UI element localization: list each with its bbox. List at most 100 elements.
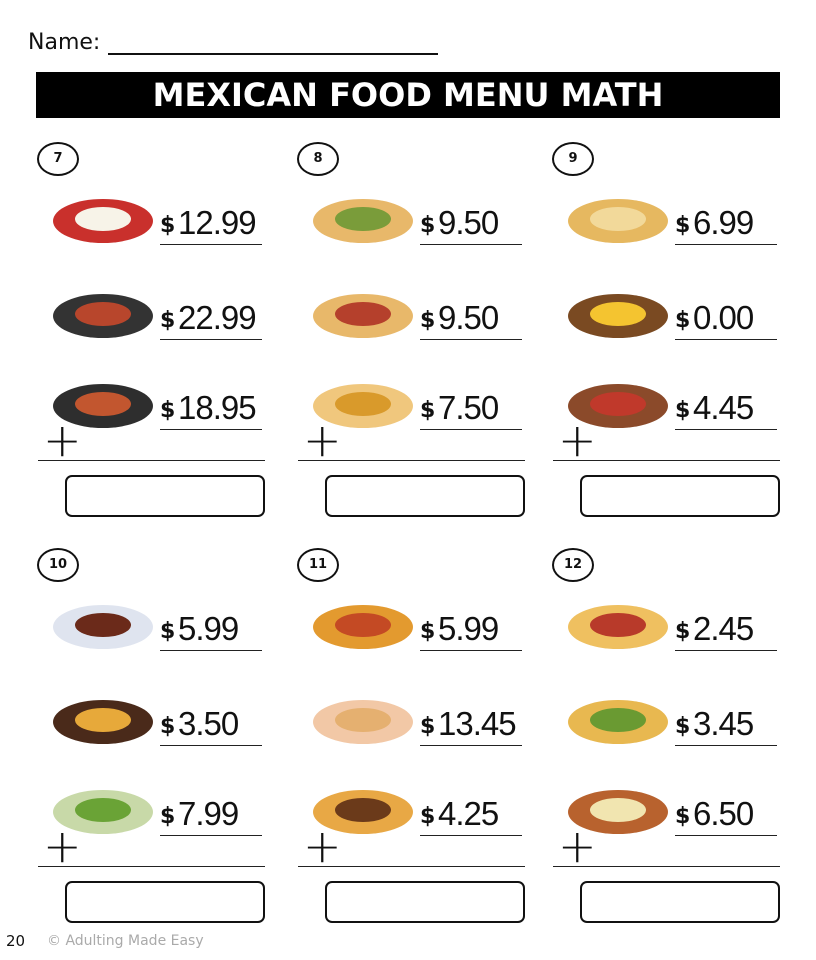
price: $ 13.45 (420, 686, 522, 746)
problem-number: 10 (37, 548, 79, 582)
dollar-sign: $ (675, 213, 691, 238)
huevos-rancheros-icon (53, 199, 153, 243)
dollar-sign: $ (675, 804, 691, 829)
menu-item: $ 5.99 (295, 591, 527, 651)
dollar-sign: $ (160, 804, 176, 829)
menu-item: $ 9.50 (295, 280, 527, 340)
dollar-sign: $ (675, 619, 691, 644)
price: $ 4.25 (420, 776, 522, 836)
menu-item: $ 0.00 (550, 280, 782, 340)
price-value: 3.45 (693, 705, 754, 742)
plus-sign: + (558, 819, 597, 873)
problem-9: 9 $ 6.99 $ 0.00 $ 4.45 + (550, 142, 782, 522)
menu-item: $ 7.50 (295, 370, 527, 430)
flan-icon (53, 700, 153, 744)
price: $ 3.50 (160, 686, 262, 746)
price-value: 13.45 (438, 705, 517, 742)
sum-line (38, 866, 265, 867)
problem-number: 8 (297, 142, 339, 176)
price: $ 6.99 (675, 185, 777, 245)
dollar-sign: $ (160, 398, 176, 423)
price-value: 6.50 (693, 795, 754, 832)
menu-item: $ 18.95 (35, 370, 267, 430)
fajita-pan-icon (53, 384, 153, 428)
pozole-bowl-icon (313, 605, 413, 649)
dollar-sign: $ (675, 398, 691, 423)
price: $ 0.00 (675, 280, 777, 340)
menu-item: $ 22.99 (35, 280, 267, 340)
menu-item: $ 2.45 (550, 591, 782, 651)
name-label: Name: (28, 30, 101, 55)
plus-sign: + (43, 819, 82, 873)
sum-line (553, 460, 780, 461)
price-value: 12.99 (178, 204, 257, 241)
price: $ 3.45 (675, 686, 777, 746)
sum-line (38, 460, 265, 461)
page-number: 20 (6, 932, 26, 950)
fajita-skillet-icon (53, 294, 153, 338)
dollar-sign: $ (160, 619, 176, 644)
churros-icon (313, 790, 413, 834)
nachos-salsa-icon (568, 294, 668, 338)
menu-item: $ 3.45 (550, 686, 782, 746)
plus-sign: + (303, 819, 342, 873)
menu-item: $ 5.99 (35, 591, 267, 651)
menu-item: $ 13.45 (295, 686, 527, 746)
problem-number: 9 (552, 142, 594, 176)
plus-sign: + (43, 413, 82, 467)
chili-bowl-icon (568, 384, 668, 428)
answer-box[interactable] (65, 881, 265, 923)
menu-item: $ 6.50 (550, 776, 782, 836)
menu-item: $ 6.99 (550, 185, 782, 245)
burrito-icon (313, 294, 413, 338)
plus-sign: + (558, 413, 597, 467)
price: $ 6.50 (675, 776, 777, 836)
price-value: 5.99 (178, 610, 239, 647)
taco-icon (568, 605, 668, 649)
price: $ 5.99 (160, 591, 262, 651)
price-value: 2.45 (693, 610, 754, 647)
menu-item: $ 3.50 (35, 686, 267, 746)
problem-number: 11 (297, 548, 339, 582)
problem-8: 8 $ 9.50 $ 9.50 $ 7.50 + (295, 142, 527, 522)
problem-7: 7 $ 12.99 $ 22.99 $ 18.95 + (35, 142, 267, 522)
dollar-sign: $ (420, 308, 436, 333)
name-field[interactable] (108, 53, 438, 55)
price: $ 9.50 (420, 185, 522, 245)
copyright: © Adulting Made Easy (47, 933, 204, 949)
price-value: 0.00 (693, 299, 754, 336)
dollar-sign: $ (160, 714, 176, 739)
dollar-sign: $ (160, 213, 176, 238)
answer-box[interactable] (325, 475, 525, 517)
dollar-sign: $ (420, 398, 436, 423)
price: $ 2.45 (675, 591, 777, 651)
price-value: 4.25 (438, 795, 499, 832)
price-value: 5.99 (438, 610, 499, 647)
sum-line (553, 866, 780, 867)
menu-item: $ 12.99 (35, 185, 267, 245)
price-value: 3.50 (178, 705, 239, 742)
answer-box[interactable] (65, 475, 265, 517)
plus-sign: + (303, 413, 342, 467)
answer-box[interactable] (325, 881, 525, 923)
price-value: 22.99 (178, 299, 257, 336)
dollar-sign: $ (420, 619, 436, 644)
price-value: 4.45 (693, 389, 754, 426)
price-value: 9.50 (438, 299, 499, 336)
sum-line (298, 460, 525, 461)
enchiladas-plate-icon (313, 700, 413, 744)
answer-box[interactable] (580, 475, 780, 517)
menu-item: $ 9.50 (295, 185, 527, 245)
problem-12: 12 $ 2.45 $ 3.45 $ 6.50 + (550, 548, 782, 928)
dollar-sign: $ (420, 714, 436, 739)
sum-line (298, 866, 525, 867)
price: $ 7.50 (420, 370, 522, 430)
menu-item: $ 4.45 (550, 370, 782, 430)
problem-number: 7 (37, 142, 79, 176)
problem-number: 12 (552, 548, 594, 582)
chips-dip-bowl-icon (568, 790, 668, 834)
dollar-sign: $ (675, 308, 691, 333)
answer-box[interactable] (580, 881, 780, 923)
guacamole-icon (53, 790, 153, 834)
burrito-icon (313, 199, 413, 243)
